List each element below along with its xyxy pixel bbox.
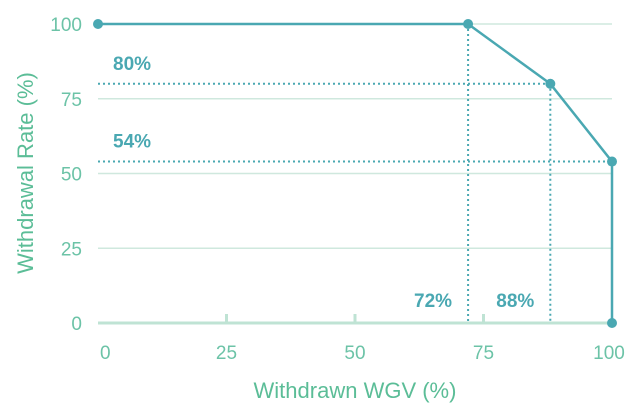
annotation-label: 80%	[113, 54, 151, 75]
y-axis-title: Withdrawal Rate (%)	[13, 72, 38, 274]
data-point	[607, 318, 617, 328]
y-tick-label: 25	[61, 239, 82, 260]
data-point	[607, 156, 617, 167]
y-tick-label: 0	[71, 314, 82, 335]
data-point	[463, 19, 474, 29]
data-point	[545, 78, 556, 89]
y-tick-label: 50	[61, 165, 82, 186]
y-tick-label: 75	[61, 90, 82, 111]
x-tick-label: 25	[216, 343, 237, 364]
annotation-label: 72%	[414, 291, 452, 312]
annotation-label: 54%	[113, 132, 151, 153]
annotation-label: 88%	[496, 291, 534, 312]
y-tick-label: 100	[50, 15, 82, 36]
x-axis-title: Withdrawn WGV (%)	[254, 378, 457, 403]
x-tick-label: 100	[593, 343, 625, 364]
x-tick-label: 0	[100, 343, 111, 364]
data-point	[93, 19, 103, 29]
x-tick-label: 75	[473, 343, 494, 364]
x-tick-label: 50	[344, 343, 365, 364]
